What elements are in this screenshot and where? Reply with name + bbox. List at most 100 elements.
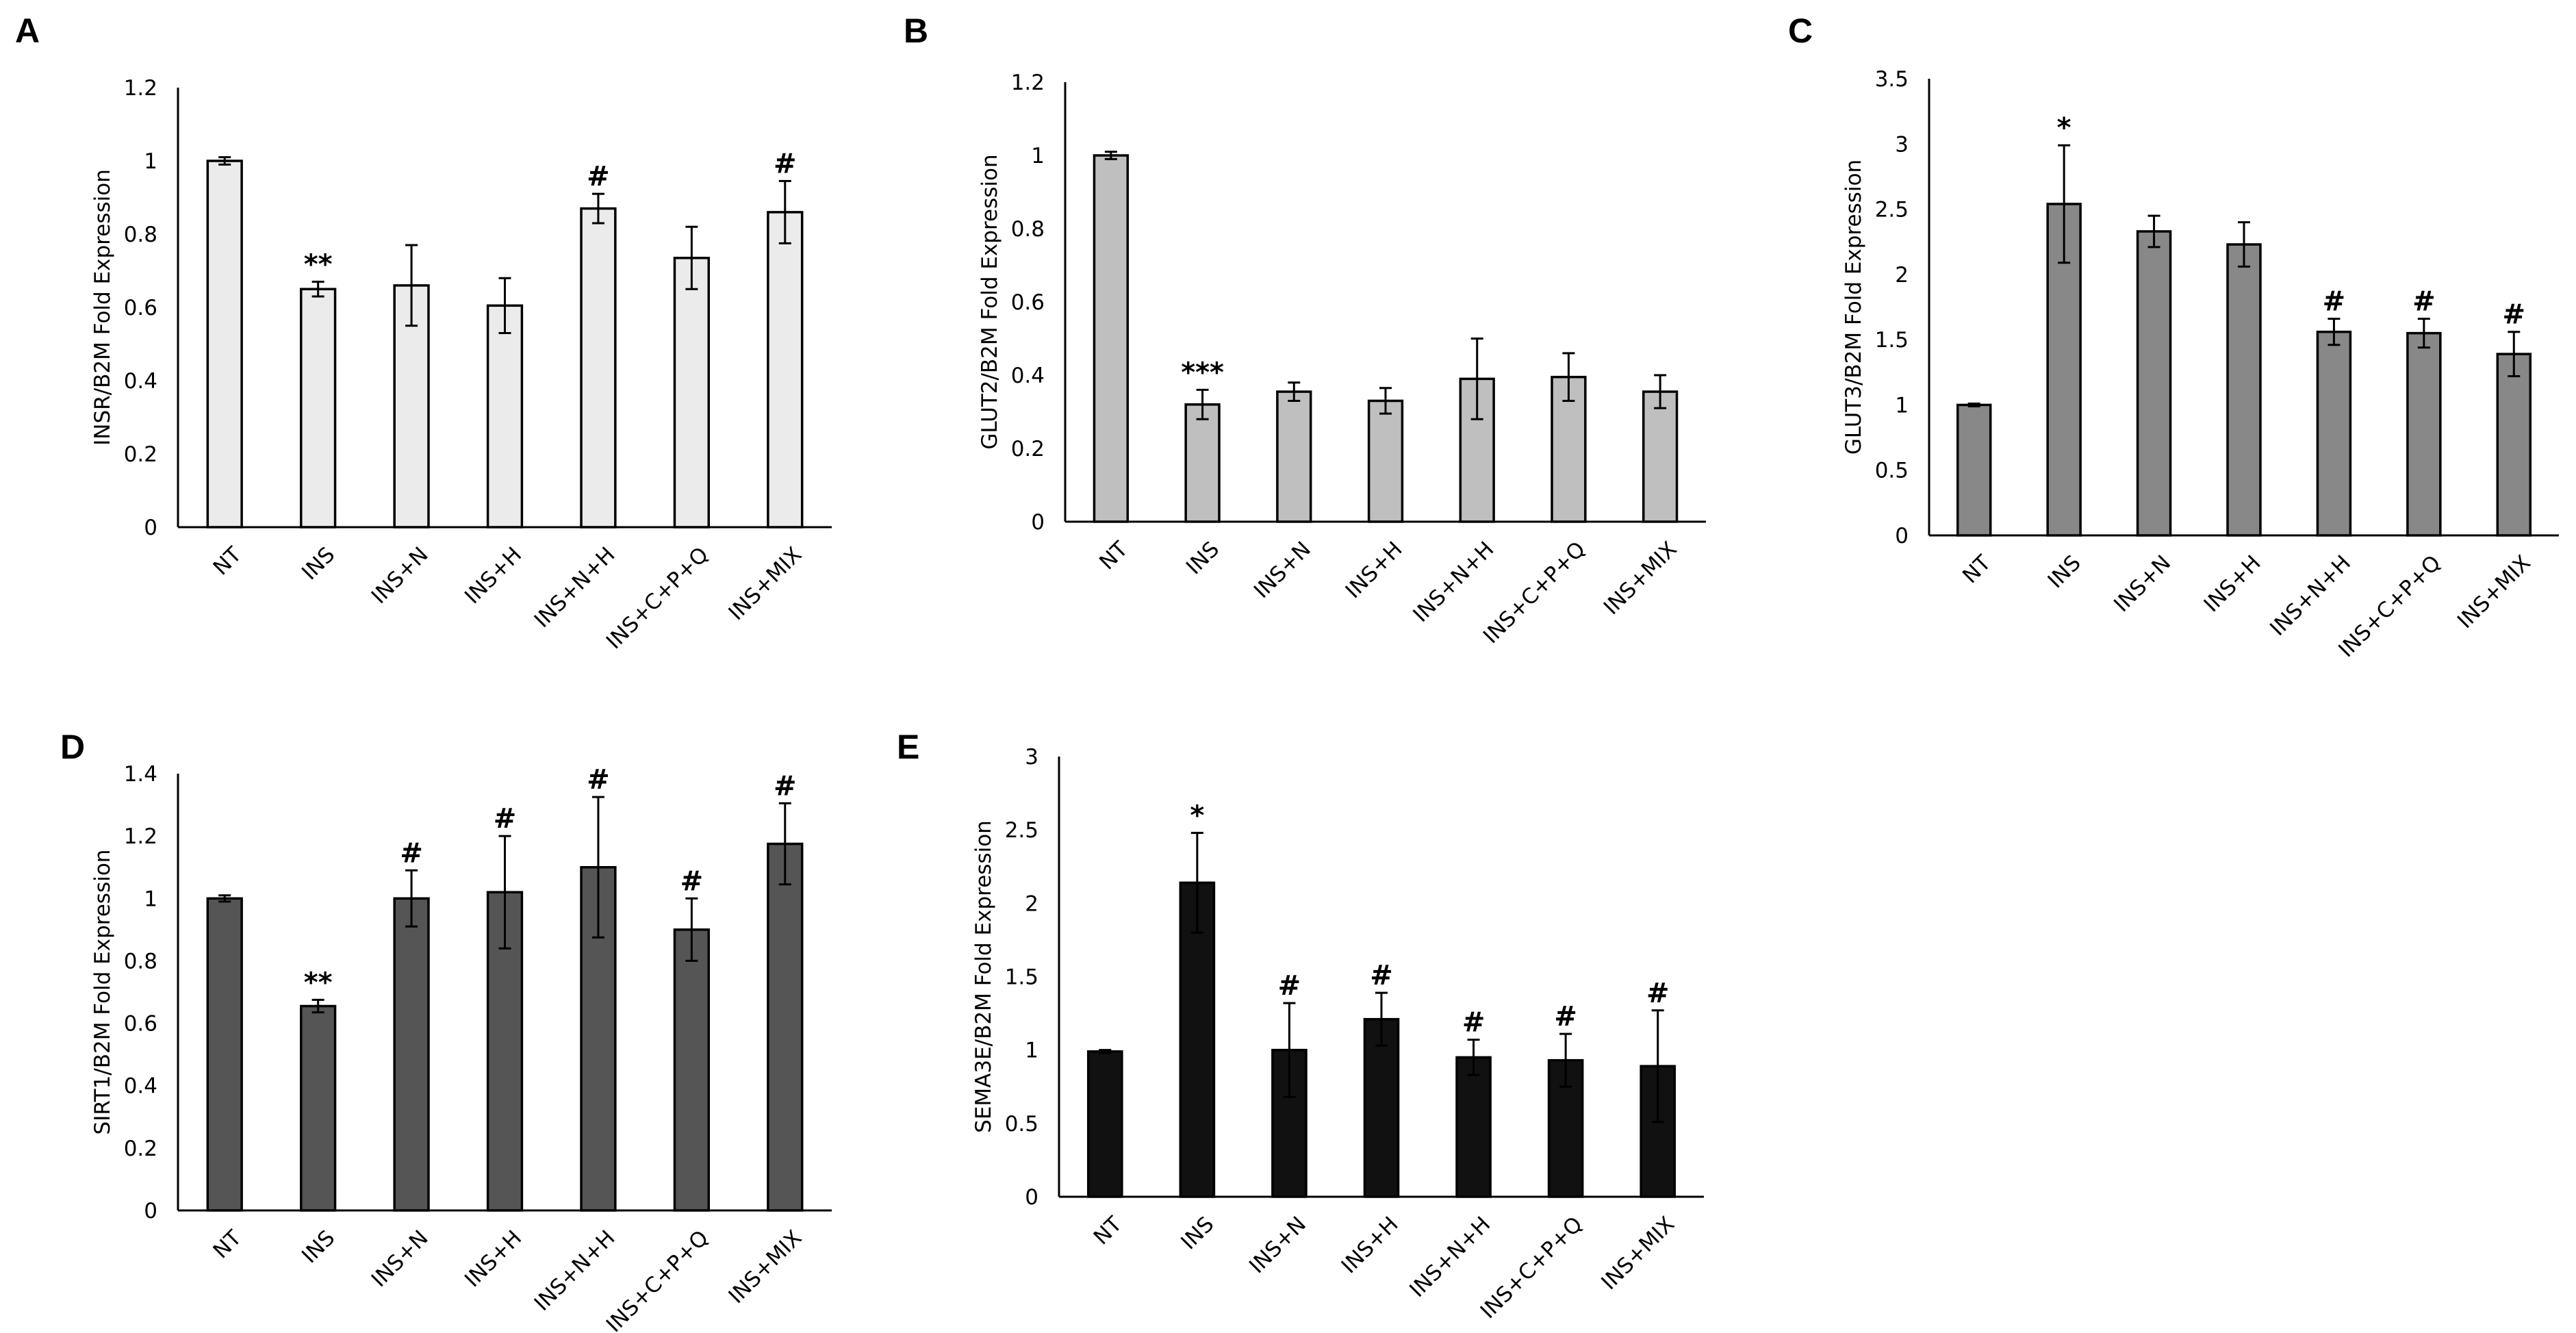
y-tick-label: 2.5 xyxy=(1875,198,1909,223)
category-label: NT xyxy=(209,542,247,580)
y-tick-label: 1 xyxy=(1025,1039,1038,1063)
y-tick-label: 0 xyxy=(144,516,157,540)
bar xyxy=(1276,390,1312,523)
significance-mark: # xyxy=(587,161,610,192)
y-tick-label: 1.2 xyxy=(1011,71,1045,95)
y-tick-label: 1.5 xyxy=(1005,965,1038,990)
bar xyxy=(1093,154,1130,523)
y-tick-label: 0.6 xyxy=(124,1012,157,1037)
category-label: INS xyxy=(297,1226,340,1268)
bar xyxy=(1363,1017,1400,1198)
bar xyxy=(673,928,711,1212)
bar xyxy=(767,842,804,1212)
category-label: INS+MIX xyxy=(724,542,806,625)
category-label: INS+N xyxy=(1245,1212,1311,1278)
category-label: INS+N+H xyxy=(530,542,620,633)
y-tick-label: 0.5 xyxy=(1875,459,1909,483)
y-tick-label: 1 xyxy=(1031,144,1045,168)
y-tick-label: 0.2 xyxy=(1011,437,1045,461)
significance-mark: # xyxy=(1462,1007,1485,1039)
y-tick-label: 1.4 xyxy=(124,762,157,787)
y-tick-label: 1.2 xyxy=(124,76,157,101)
bar xyxy=(299,1004,337,1212)
bar xyxy=(486,304,524,529)
y-axis-title: GLUT3/B2M Fold Expression xyxy=(1841,160,1866,455)
y-tick-label: 3.5 xyxy=(1875,67,1909,92)
bar xyxy=(1086,1050,1123,1198)
y-tick-label: 0.6 xyxy=(124,296,157,320)
bar xyxy=(1367,399,1404,523)
y-tick-label: 1 xyxy=(144,887,157,911)
significance-mark: # xyxy=(680,865,704,897)
significance-mark: # xyxy=(2412,286,2436,318)
significance-mark: # xyxy=(1370,960,1393,991)
bar xyxy=(1956,403,1992,537)
bar xyxy=(393,897,430,1212)
bar xyxy=(206,160,243,529)
y-tick-label: 0.8 xyxy=(124,223,157,247)
significance-mark: *** xyxy=(1181,357,1224,388)
bar xyxy=(299,288,337,529)
y-tick-label: 0 xyxy=(1895,524,1909,548)
significance-mark: ** xyxy=(304,967,333,998)
y-tick-label: 0 xyxy=(1031,510,1045,535)
significance-mark: # xyxy=(2323,286,2346,318)
y-tick-label: 2 xyxy=(1025,891,1038,916)
bar xyxy=(2316,330,2352,537)
y-tick-label: 0 xyxy=(1025,1185,1038,1210)
y-tick-label: 0 xyxy=(144,1199,157,1223)
significance-mark: # xyxy=(587,764,610,796)
bar xyxy=(1642,390,1679,523)
y-tick-label: 0.8 xyxy=(1011,217,1045,242)
category-label: NT xyxy=(1958,550,1996,588)
panel-letter: B xyxy=(904,12,928,50)
category-label: INS+MIX xyxy=(1596,1212,1679,1295)
bar xyxy=(1547,1058,1584,1198)
category-label: INS xyxy=(1182,537,1224,579)
category-label: NT xyxy=(1095,536,1133,574)
y-axis-title: GLUT2/B2M Fold Expression xyxy=(978,154,1002,449)
y-tick-label: 0.2 xyxy=(124,442,157,467)
bar xyxy=(1179,881,1216,1198)
category-label: INS+N xyxy=(367,542,433,609)
bar xyxy=(1184,403,1221,523)
category-label: INS+H xyxy=(460,1226,526,1292)
panel-letter: E xyxy=(897,728,919,766)
category-label: INS+MIX xyxy=(1599,537,1682,620)
category-label: INS xyxy=(2043,550,2086,593)
y-tick-label: 0.4 xyxy=(124,1074,157,1099)
bar xyxy=(1455,1056,1492,1198)
panel-e: E 0 0.5 1 1.5 2 2.5 3 SEMA3E/B2M Fold Expression… xyxy=(897,728,1704,1323)
category-label: INS+N xyxy=(367,1226,433,1292)
bar xyxy=(580,207,617,529)
y-tick-label: 1 xyxy=(144,149,157,174)
y-tick-label: 0.2 xyxy=(124,1137,157,1161)
category-label: INS+N+H xyxy=(1409,537,1499,627)
significance-mark: # xyxy=(774,148,797,179)
panel-letter: D xyxy=(60,728,85,766)
category-label: NT xyxy=(209,1225,247,1263)
category-label: INS+MIX xyxy=(724,1226,806,1308)
y-tick-label: 0.8 xyxy=(124,949,157,974)
y-axis-title: SIRT1/B2M Fold Expression xyxy=(90,850,115,1135)
panel-c: C 0 0.5 1 1.5 2 2.5 3 3.5 GLUT3/B2M Fold Expressi… xyxy=(1788,12,2559,662)
panel-letter: A xyxy=(15,12,40,50)
bar xyxy=(673,257,711,529)
significance-mark: # xyxy=(1278,970,1301,1002)
y-tick-label: 0.4 xyxy=(124,369,157,394)
bar xyxy=(2496,353,2532,537)
bar xyxy=(2136,230,2172,537)
bar xyxy=(767,211,804,529)
panel-a: A 0 0.2 0.4 0.6 0.8 1 1.2 INSR/B2M Fold Expressi… xyxy=(15,12,832,654)
y-tick-label: 3 xyxy=(1025,745,1038,770)
significance-mark: ** xyxy=(304,249,333,281)
y-tick-label: 3 xyxy=(1895,132,1909,157)
panel-b: B 0 0.2 0.4 0.6 0.8 1 1.2 GLUT2/B2M Fold Express… xyxy=(904,12,1706,648)
y-tick-label: 2.5 xyxy=(1005,818,1038,843)
category-label: INS+N+H xyxy=(1405,1212,1495,1302)
significance-mark: # xyxy=(2503,299,2526,331)
significance-mark: * xyxy=(1190,800,1204,831)
category-label: INS+N xyxy=(1249,537,1316,603)
panel-letter: C xyxy=(1788,12,1813,50)
